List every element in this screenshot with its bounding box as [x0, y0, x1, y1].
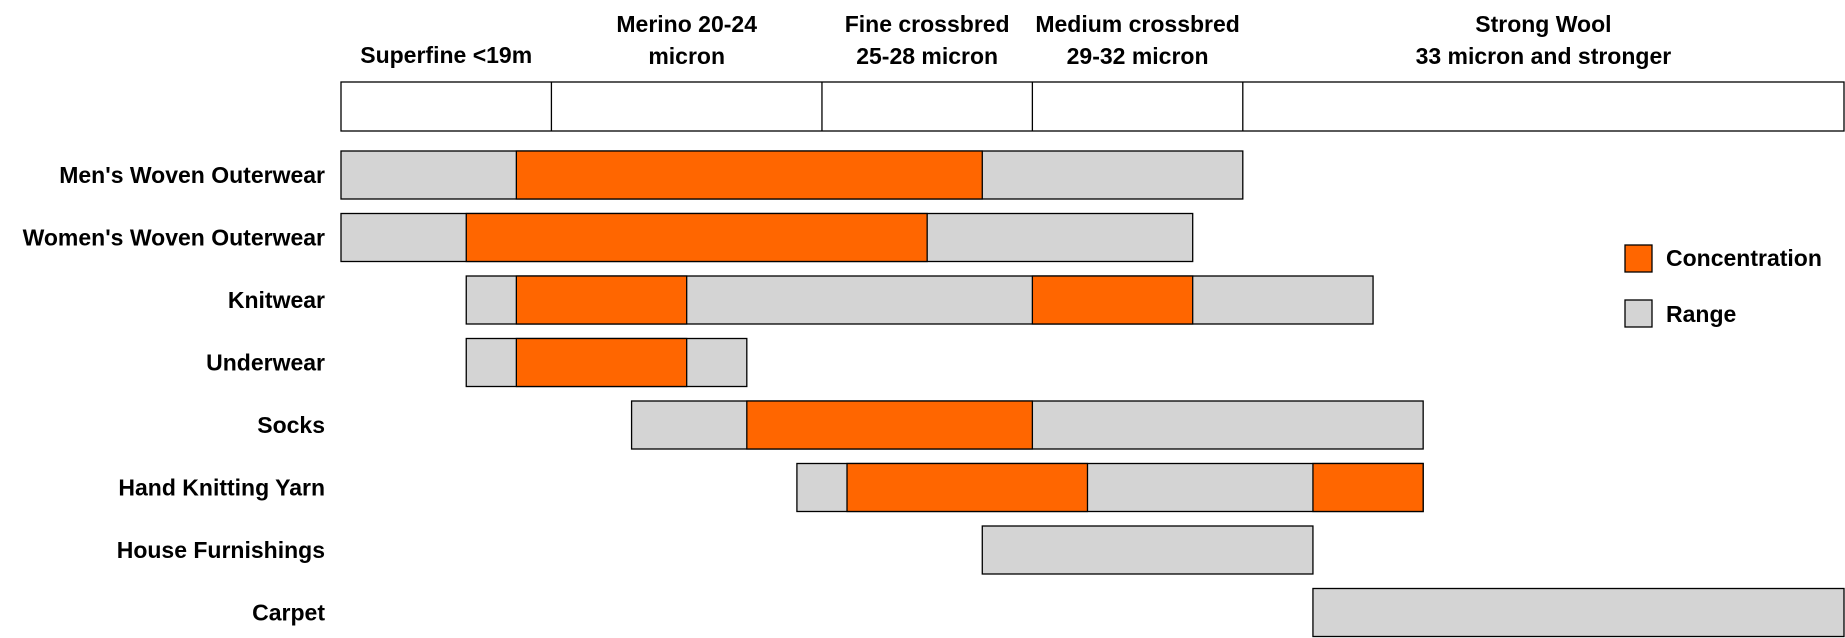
micron-band-label: Fine crossbred [845, 11, 1010, 37]
legend-swatch-concentration [1624, 244, 1653, 273]
micron-band-label: 33 micron and stronger [1416, 43, 1672, 69]
micron-band-label: 25-28 micron [856, 43, 998, 69]
concentration-bar [1031, 275, 1194, 325]
micron-scale-box [340, 81, 1845, 132]
concentration-bar [1312, 462, 1424, 513]
concentration-bar [465, 212, 928, 263]
category-label: Women's Woven Outerwear [23, 225, 325, 251]
micron-band-headers: Superfine <19m Merino 20-24 micron Fine cro… [360, 11, 1671, 69]
category-label: Socks [257, 412, 325, 438]
micron-band-label: Strong Wool [1475, 11, 1611, 37]
legend: Concentration Range [1624, 244, 1822, 328]
category-label: House Furnishings [117, 537, 325, 563]
concentration-bar [746, 400, 1034, 450]
category-label: Men's Woven Outerwear [59, 162, 325, 188]
category-labels: Men's Woven Outerwear Women's Woven Outer… [23, 162, 326, 626]
range-bars [340, 150, 1845, 638]
category-label: Hand Knitting Yarn [118, 475, 325, 501]
concentration-bar [846, 462, 1089, 513]
micron-band-label: micron [648, 43, 725, 69]
concentration-bar [515, 337, 688, 388]
legend-label-range: Range [1666, 301, 1736, 327]
concentration-bar [515, 150, 983, 200]
micron-band-label: Superfine <19m [360, 42, 532, 68]
concentration-bar [515, 275, 688, 325]
legend-swatch-range [1624, 299, 1653, 328]
micron-band-scale [340, 81, 1845, 132]
legend-label-concentration: Concentration [1666, 245, 1822, 271]
range-bar [1312, 587, 1845, 638]
micron-band-label: Merino 20-24 [616, 11, 757, 37]
range-bar [981, 525, 1314, 575]
category-label: Knitwear [228, 287, 325, 313]
category-label: Underwear [206, 350, 325, 376]
category-label: Carpet [252, 600, 325, 626]
micron-band-label: 29-32 micron [1067, 43, 1209, 69]
micron-band-label: Medium crossbred [1035, 11, 1240, 37]
